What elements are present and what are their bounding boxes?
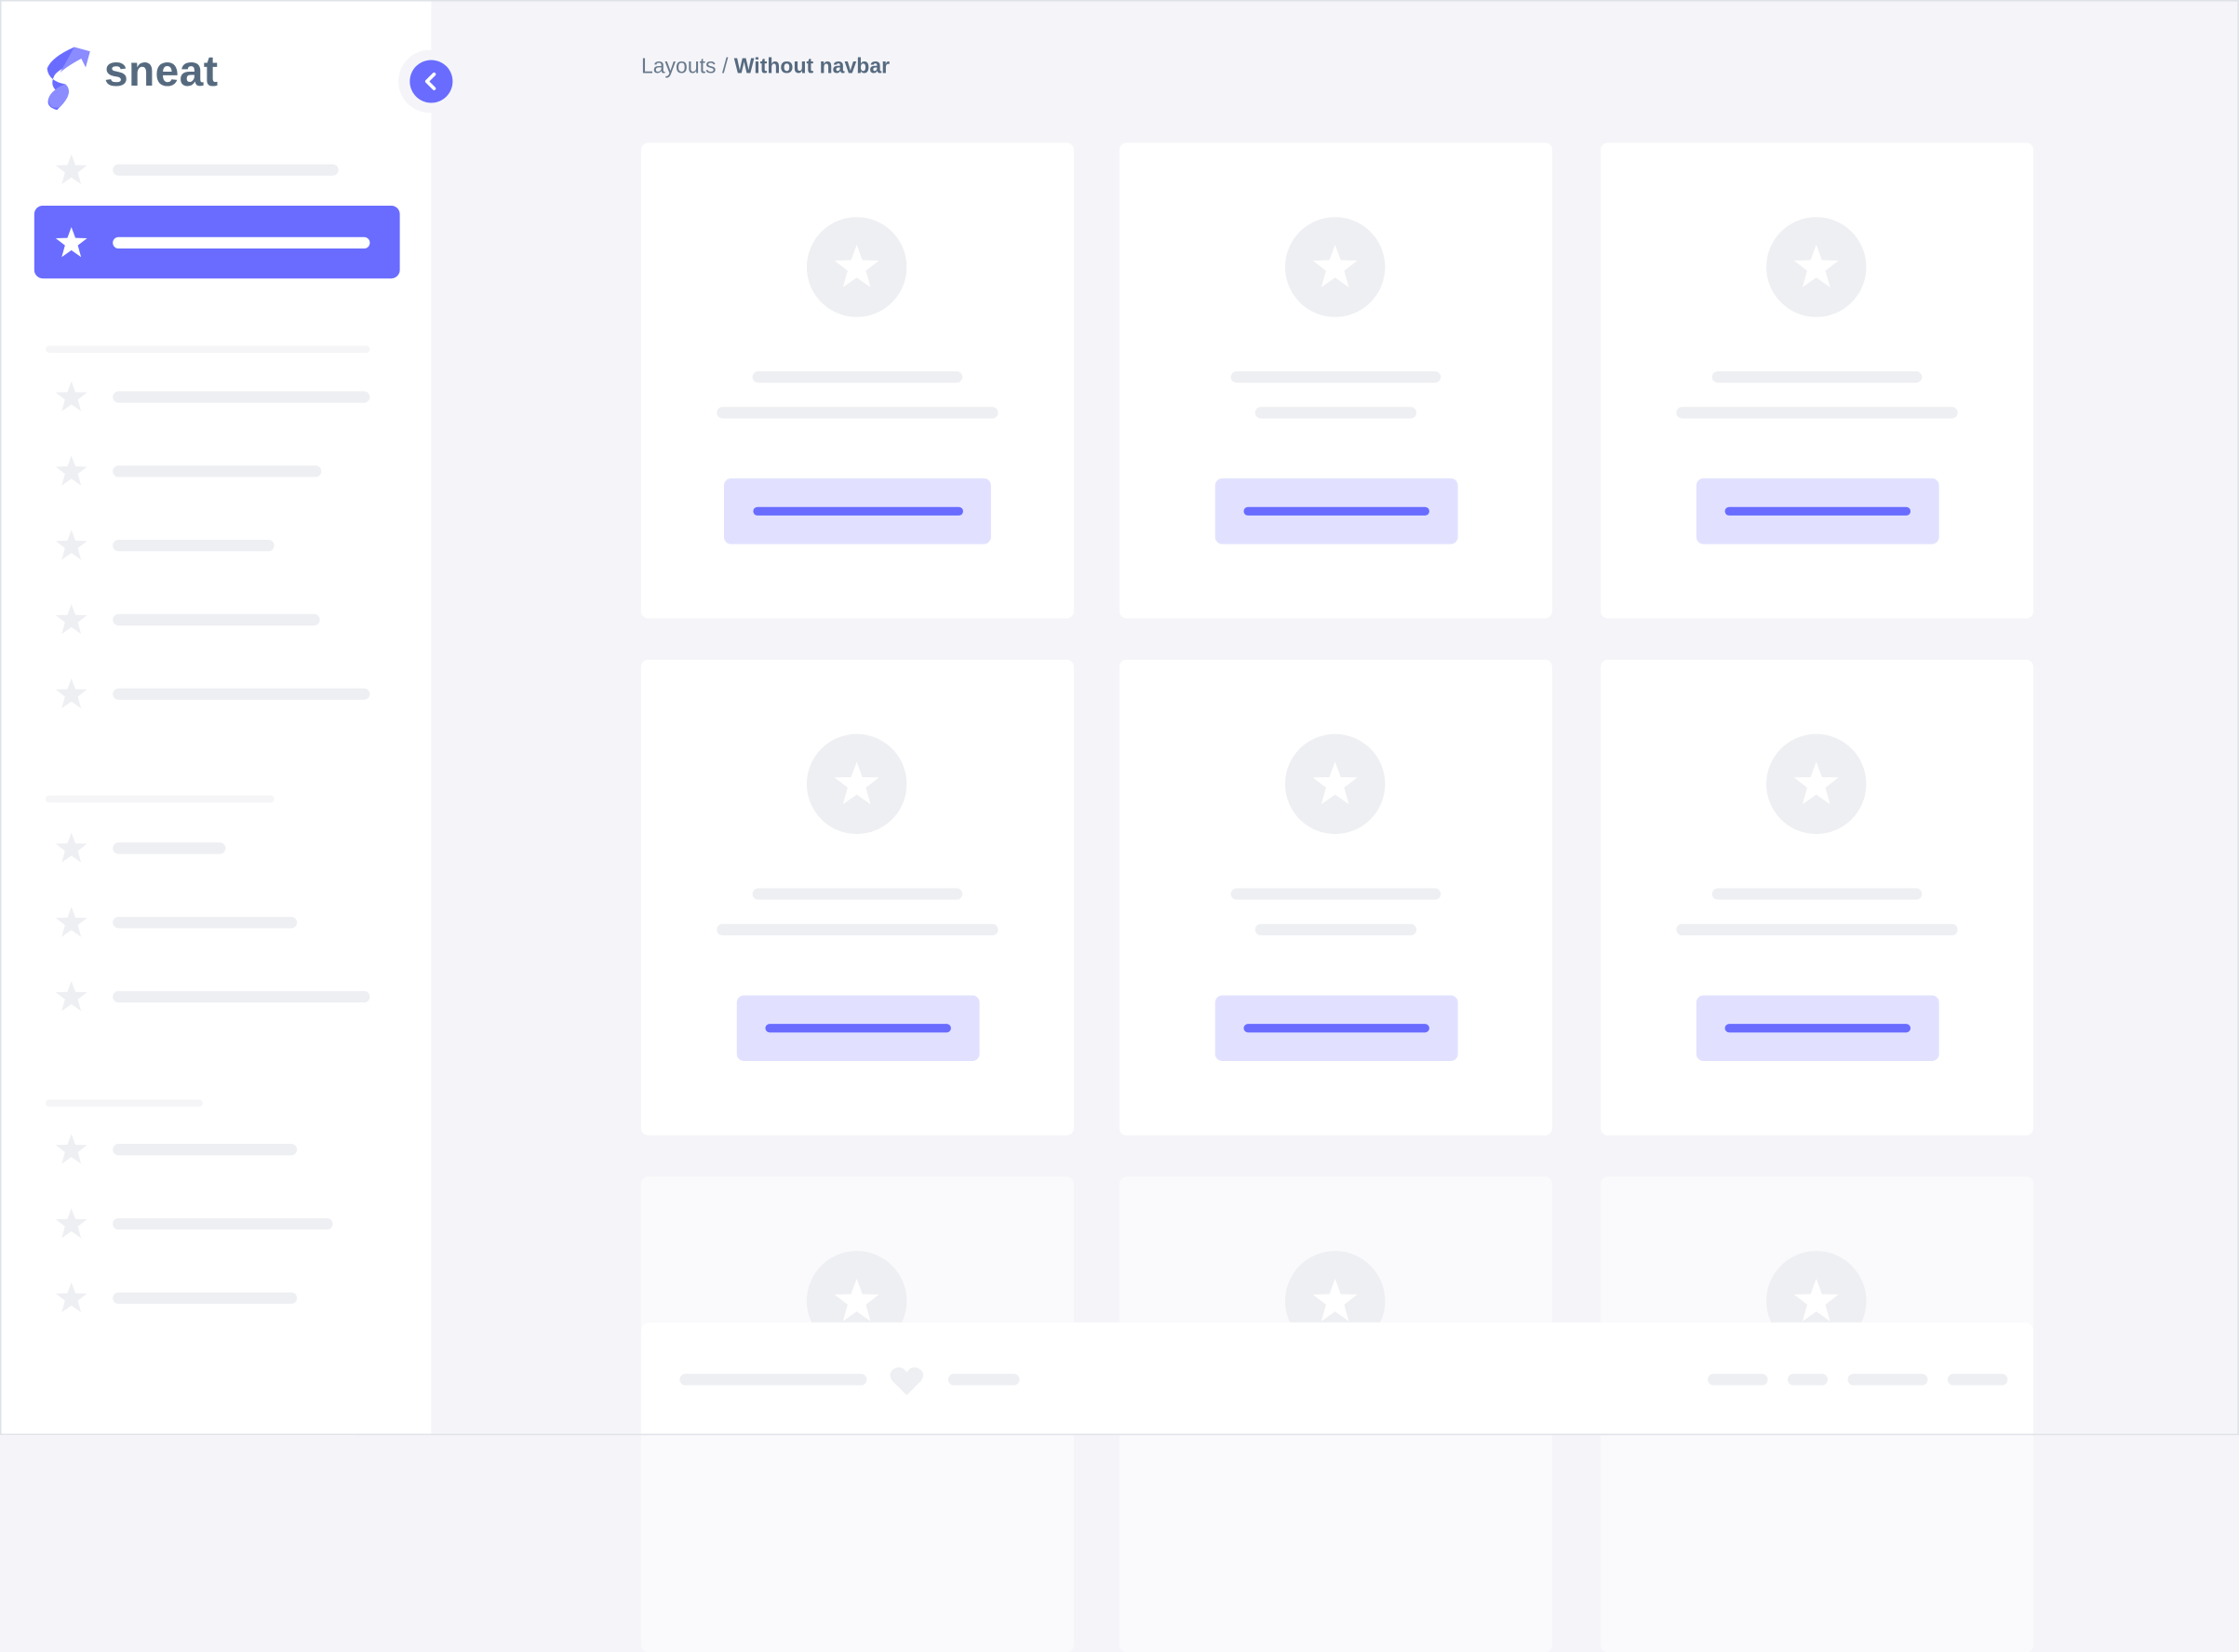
card-avatar	[1766, 733, 1867, 835]
card-text-skeleton	[1254, 923, 1417, 936]
star-icon	[55, 226, 87, 258]
card	[640, 659, 1074, 1135]
star-icon	[834, 245, 879, 288]
sidebar-item-label-skeleton	[113, 917, 298, 929]
sidebar: sneat	[0, 0, 432, 1436]
card-button[interactable]	[1696, 478, 1938, 544]
card-text-skeleton	[1254, 407, 1417, 419]
sidebar-item-label-skeleton	[113, 236, 370, 248]
sidebar-item-label-skeleton	[113, 613, 320, 626]
star-icon	[1312, 1278, 1358, 1322]
star-icon	[55, 678, 87, 709]
star-icon	[55, 1208, 87, 1239]
card-text-skeleton	[717, 407, 999, 419]
brand-name[interactable]: sneat	[104, 48, 219, 96]
sidebar-item-label-skeleton	[113, 1144, 298, 1156]
star-icon	[1312, 245, 1358, 288]
star-icon	[55, 1134, 87, 1164]
star-icon	[1312, 761, 1358, 805]
star-icon	[1793, 245, 1839, 288]
star-icon	[55, 455, 87, 486]
star-icon	[1793, 761, 1839, 805]
card-title-skeleton	[1230, 370, 1441, 383]
star-icon	[55, 832, 87, 863]
sidebar-item-label-skeleton	[113, 1292, 298, 1304]
star-icon	[1793, 1278, 1839, 1322]
breadcrumb: Layouts / Without navbar	[641, 54, 890, 78]
sidebar-item-label-skeleton	[113, 688, 370, 700]
heart-icon	[890, 1367, 924, 1396]
sidebar-section-header	[46, 795, 275, 803]
card-button[interactable]	[723, 478, 991, 544]
card	[1119, 659, 1552, 1135]
card	[1119, 142, 1552, 619]
sidebar-item-label-skeleton	[113, 540, 275, 552]
star-icon	[55, 530, 87, 560]
app: sneat Layouts / Without navbar	[0, 0, 2239, 1436]
sidebar-item-label-skeleton	[113, 1217, 333, 1230]
star-icon	[55, 381, 87, 411]
footer	[640, 1322, 2033, 1436]
card-button[interactable]	[1214, 478, 1457, 544]
sidebar-item-label-skeleton	[113, 990, 370, 1003]
card-title-skeleton	[752, 888, 963, 900]
footer-link[interactable]	[1708, 1374, 1768, 1386]
breadcrumb-parent[interactable]: Layouts	[640, 54, 717, 79]
sidebar-item-label-skeleton	[113, 391, 370, 403]
breadcrumb-current: Without navbar	[733, 54, 891, 79]
card-avatar	[806, 733, 907, 835]
star-icon	[834, 1278, 879, 1322]
sidebar-toggle-button[interactable]	[409, 60, 453, 103]
card	[640, 142, 1074, 619]
card	[1601, 142, 2033, 619]
footer-text-skeleton	[679, 1374, 867, 1386]
star-icon	[55, 1282, 87, 1313]
card-avatar	[1766, 217, 1867, 317]
star-icon	[55, 981, 87, 1012]
card-button[interactable]	[735, 995, 979, 1062]
chevron-left-icon	[424, 72, 436, 90]
sneat-logo-icon	[47, 47, 90, 111]
card-title-skeleton	[1711, 370, 1923, 383]
card-text-skeleton	[1676, 923, 1958, 936]
sidebar-section-header	[46, 1099, 203, 1108]
card-avatar	[1284, 733, 1386, 835]
card-button[interactable]	[1696, 995, 1938, 1062]
card-avatar	[806, 217, 907, 317]
sidebar-item-label-skeleton	[113, 842, 226, 854]
star-icon	[834, 761, 879, 805]
card-text-skeleton	[1676, 407, 1958, 419]
footer-link[interactable]	[1947, 1374, 2008, 1386]
card-avatar	[1284, 217, 1386, 317]
star-icon	[55, 154, 87, 184]
card-title-skeleton	[752, 370, 963, 383]
footer-text-skeleton	[947, 1374, 1020, 1386]
card	[1601, 659, 2033, 1135]
breadcrumb-separator: /	[716, 54, 734, 79]
card-title-skeleton	[1711, 888, 1923, 900]
sidebar-item-label-skeleton	[113, 465, 322, 477]
sidebar-item-label-skeleton	[113, 164, 339, 176]
card-text-skeleton	[717, 923, 999, 936]
footer-link[interactable]	[1847, 1374, 1928, 1386]
sidebar-section-header	[46, 345, 370, 353]
star-icon	[55, 907, 87, 937]
footer-link[interactable]	[1788, 1374, 1829, 1386]
card-button[interactable]	[1214, 995, 1457, 1062]
star-icon	[55, 604, 87, 635]
card-title-skeleton	[1230, 888, 1441, 900]
